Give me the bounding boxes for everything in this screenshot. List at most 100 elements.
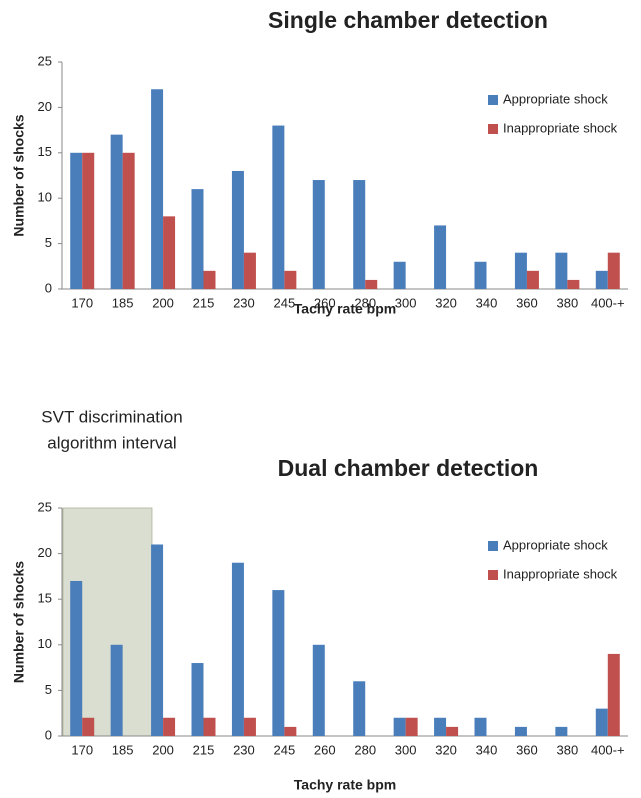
y-tick-label: 5 bbox=[45, 682, 52, 697]
x-tick-label: 170 bbox=[71, 295, 93, 310]
x-tick-label: 230 bbox=[233, 295, 255, 310]
x-tick-label: 380 bbox=[557, 742, 579, 757]
bar bbox=[474, 717, 487, 736]
y-axis-title: Number of shocks bbox=[11, 561, 27, 683]
x-tick-label: 300 bbox=[395, 742, 417, 757]
bar bbox=[446, 726, 459, 736]
x-tick-label: 280 bbox=[354, 295, 376, 310]
x-tick-label: 200 bbox=[152, 295, 174, 310]
bar bbox=[163, 216, 176, 289]
bar bbox=[365, 279, 378, 289]
y-tick-label: 0 bbox=[45, 727, 52, 742]
bar bbox=[312, 644, 325, 736]
bar bbox=[272, 125, 285, 289]
bar bbox=[353, 681, 366, 736]
bar bbox=[151, 544, 164, 736]
bar bbox=[203, 270, 216, 289]
bar bbox=[191, 189, 204, 289]
x-tick-label: 185 bbox=[112, 295, 134, 310]
x-axis-title: Tachy rate bpm bbox=[294, 301, 396, 317]
x-tick-label: 170 bbox=[71, 742, 93, 757]
bar bbox=[122, 152, 135, 289]
chart-title: Dual chamber detection bbox=[278, 455, 539, 481]
bar bbox=[82, 152, 95, 289]
y-tick-label: 10 bbox=[38, 190, 52, 205]
legend-swatch bbox=[488, 541, 498, 551]
x-tick-label: 280 bbox=[354, 742, 376, 757]
y-tick-label: 25 bbox=[38, 53, 52, 68]
x-axis-title: Tachy rate bpm bbox=[294, 777, 396, 793]
bar bbox=[567, 279, 580, 289]
bar bbox=[203, 717, 216, 736]
bar bbox=[555, 252, 568, 289]
x-tick-label: 300 bbox=[395, 295, 417, 310]
y-tick-label: 15 bbox=[38, 591, 52, 606]
bar bbox=[191, 663, 204, 736]
y-tick-label: 20 bbox=[38, 99, 52, 114]
x-tick-label: 400-+ bbox=[591, 742, 625, 757]
x-tick-label: 230 bbox=[233, 742, 255, 757]
legend-label: Appropriate shock bbox=[503, 91, 608, 106]
y-tick-label: 0 bbox=[45, 280, 52, 295]
bar bbox=[284, 270, 297, 289]
bar bbox=[70, 152, 83, 289]
bar bbox=[514, 726, 527, 736]
bar bbox=[393, 261, 406, 289]
x-tick-label: 215 bbox=[193, 742, 215, 757]
y-tick-label: 20 bbox=[38, 545, 52, 560]
bar bbox=[607, 653, 620, 736]
bar bbox=[526, 270, 539, 289]
x-tick-label: 340 bbox=[476, 295, 498, 310]
x-tick-label: 320 bbox=[435, 295, 457, 310]
bar bbox=[474, 261, 487, 289]
bar bbox=[110, 644, 123, 736]
x-tick-label: 360 bbox=[516, 295, 538, 310]
bar bbox=[434, 717, 447, 736]
legend-swatch bbox=[488, 95, 498, 105]
x-tick-label: 200 bbox=[152, 742, 174, 757]
x-tick-label: 245 bbox=[274, 742, 296, 757]
legend-label: Appropriate shock bbox=[503, 537, 608, 552]
x-tick-label: 320 bbox=[435, 742, 457, 757]
bar bbox=[555, 726, 568, 736]
legend-label: Inappropriate shock bbox=[503, 120, 618, 135]
legend-swatch bbox=[488, 570, 498, 580]
bar bbox=[595, 708, 608, 736]
annotation: algorithm interval bbox=[47, 433, 176, 452]
x-tick-label: 185 bbox=[112, 742, 134, 757]
y-tick-label: 15 bbox=[38, 144, 52, 159]
bar bbox=[163, 717, 176, 736]
bar bbox=[284, 726, 297, 736]
bar bbox=[82, 717, 95, 736]
x-tick-label: 340 bbox=[476, 742, 498, 757]
bar bbox=[231, 170, 244, 289]
bar bbox=[70, 580, 83, 736]
bar bbox=[272, 590, 285, 736]
bar bbox=[405, 717, 418, 736]
bar bbox=[151, 89, 164, 290]
bar bbox=[243, 252, 256, 289]
bar bbox=[607, 252, 620, 289]
bar bbox=[110, 134, 123, 289]
legend-label: Inappropriate shock bbox=[503, 566, 618, 581]
bar bbox=[514, 252, 527, 289]
x-tick-label: 260 bbox=[314, 295, 336, 310]
x-tick-label: 380 bbox=[557, 295, 579, 310]
y-tick-label: 25 bbox=[38, 499, 52, 514]
bar bbox=[243, 717, 256, 736]
x-tick-label: 245 bbox=[274, 295, 296, 310]
legend-swatch bbox=[488, 124, 498, 134]
bar bbox=[434, 225, 447, 289]
x-tick-label: 360 bbox=[516, 742, 538, 757]
x-tick-label: 215 bbox=[193, 295, 215, 310]
y-tick-label: 10 bbox=[38, 636, 52, 651]
y-axis-title: Number of shocks bbox=[11, 114, 27, 236]
chart-title: Single chamber detection bbox=[268, 7, 548, 33]
x-tick-label: 400-+ bbox=[591, 295, 625, 310]
annotation: SVT discrimination bbox=[41, 407, 182, 426]
y-tick-label: 5 bbox=[45, 235, 52, 250]
bar bbox=[595, 270, 608, 289]
bar bbox=[353, 180, 366, 289]
bar bbox=[393, 717, 406, 736]
